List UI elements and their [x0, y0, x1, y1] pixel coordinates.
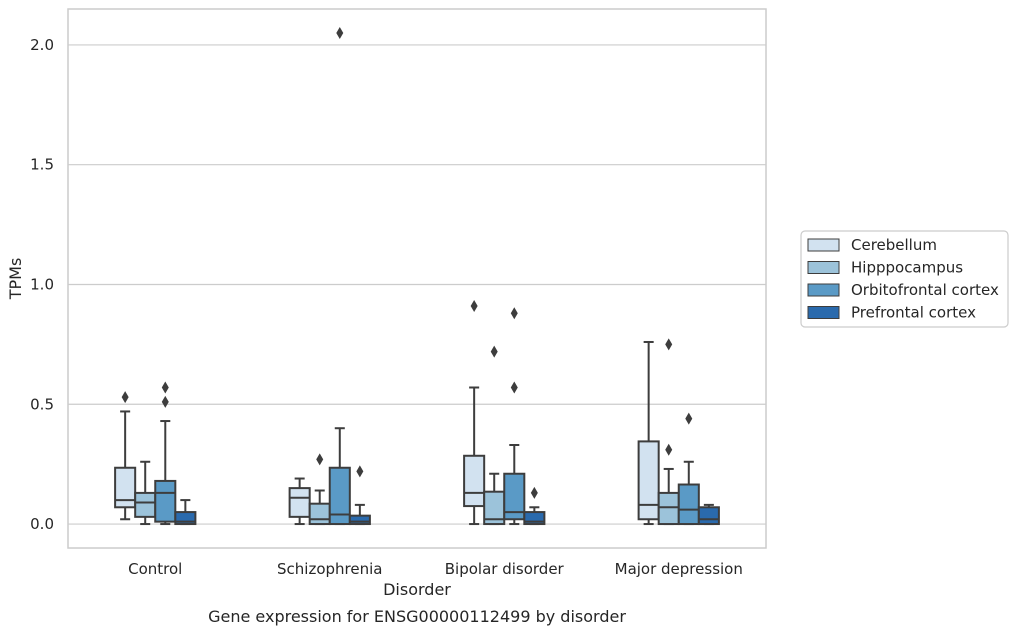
outlier-point [470, 300, 478, 313]
legend-swatch [807, 261, 840, 274]
y-tick-label: 0.5 [30, 395, 54, 413]
x-tick-labels: Control Schizophrenia Bipolar disorder Majo… [128, 560, 743, 578]
box-orbitofrontal-cortex [677, 412, 700, 526]
iqr-box [134, 491, 157, 518]
legend-swatch [807, 238, 840, 252]
iqr-box [114, 466, 137, 509]
iqr-box [503, 472, 526, 521]
y-tick-label: 1.0 [30, 275, 54, 293]
y-gridlines [68, 44, 766, 525]
outlier-point [665, 443, 673, 456]
y-tick-label: 2.0 [30, 36, 54, 54]
box-cerebellum [463, 300, 486, 526]
iqr-box [154, 479, 177, 523]
outlier-point [336, 26, 344, 39]
iqr-box [637, 440, 660, 521]
legend-label: Cerebellum [851, 236, 937, 254]
box-prefrontal-cortex [523, 486, 546, 526]
legend-swatch [807, 283, 840, 297]
box-groups [114, 26, 720, 526]
box-hipppocampus [483, 345, 506, 526]
outlier-point [490, 345, 498, 358]
x-tick-label: Major depression [615, 560, 743, 578]
outlier-point [510, 381, 518, 394]
legend-frame [800, 230, 1009, 328]
outlier-point [121, 391, 129, 404]
plot-frame [67, 8, 767, 549]
y-axis-label: TPMs [6, 258, 25, 301]
outlier-point [161, 381, 169, 394]
box-hipppocampus [657, 338, 680, 526]
iqr-box [348, 514, 371, 526]
chart-caption: Gene expression for ENSG00000112499 by d… [208, 607, 626, 626]
x-tick-label: Schizophrenia [277, 560, 382, 578]
iqr-box [308, 502, 331, 526]
outlier-point [665, 338, 673, 351]
iqr-box [328, 466, 351, 526]
iqr-box [657, 491, 680, 526]
outlier-point [530, 486, 538, 499]
box-prefrontal-cortex [174, 499, 197, 526]
legend-label: Hipppocampus [851, 259, 963, 277]
outlier-point [510, 307, 518, 320]
box-orbitofrontal-cortex [328, 26, 351, 526]
y-tick-label: 0.0 [30, 515, 54, 533]
box-cerebellum [637, 340, 660, 526]
x-tick-label: Bipolar disorder [445, 560, 565, 578]
box-orbitofrontal-cortex [503, 307, 526, 526]
outlier-point [685, 412, 693, 425]
iqr-box [523, 511, 546, 526]
iqr-box [463, 454, 486, 508]
iqr-box [677, 483, 700, 526]
legend-swatch [807, 306, 840, 319]
outlier-point [356, 465, 364, 478]
legend-label: Orbitofrontal cortex [851, 281, 999, 299]
box-orbitofrontal-cortex [154, 381, 177, 526]
y-tick-labels: 0.0 0.5 1.0 1.5 2.0 [30, 36, 54, 533]
outlier-point [316, 453, 324, 466]
box-prefrontal-cortex [348, 465, 371, 526]
box-hipppocampus [308, 453, 331, 526]
x-axis-label: Disorder [383, 580, 451, 599]
legend: Cerebellum Hipppocampus Orbitofrontal cort… [800, 230, 1009, 328]
y-tick-label: 1.5 [30, 156, 54, 174]
iqr-box [697, 506, 720, 526]
box-cerebellum [288, 477, 311, 526]
iqr-box [288, 487, 311, 518]
x-tick-label: Control [128, 560, 182, 578]
iqr-box [174, 511, 197, 526]
outlier-point [161, 395, 169, 408]
box-cerebellum [114, 391, 137, 521]
box-prefrontal-cortex [697, 503, 720, 526]
box-hipppocampus [134, 460, 157, 526]
legend-label: Prefrontal cortex [851, 304, 976, 322]
